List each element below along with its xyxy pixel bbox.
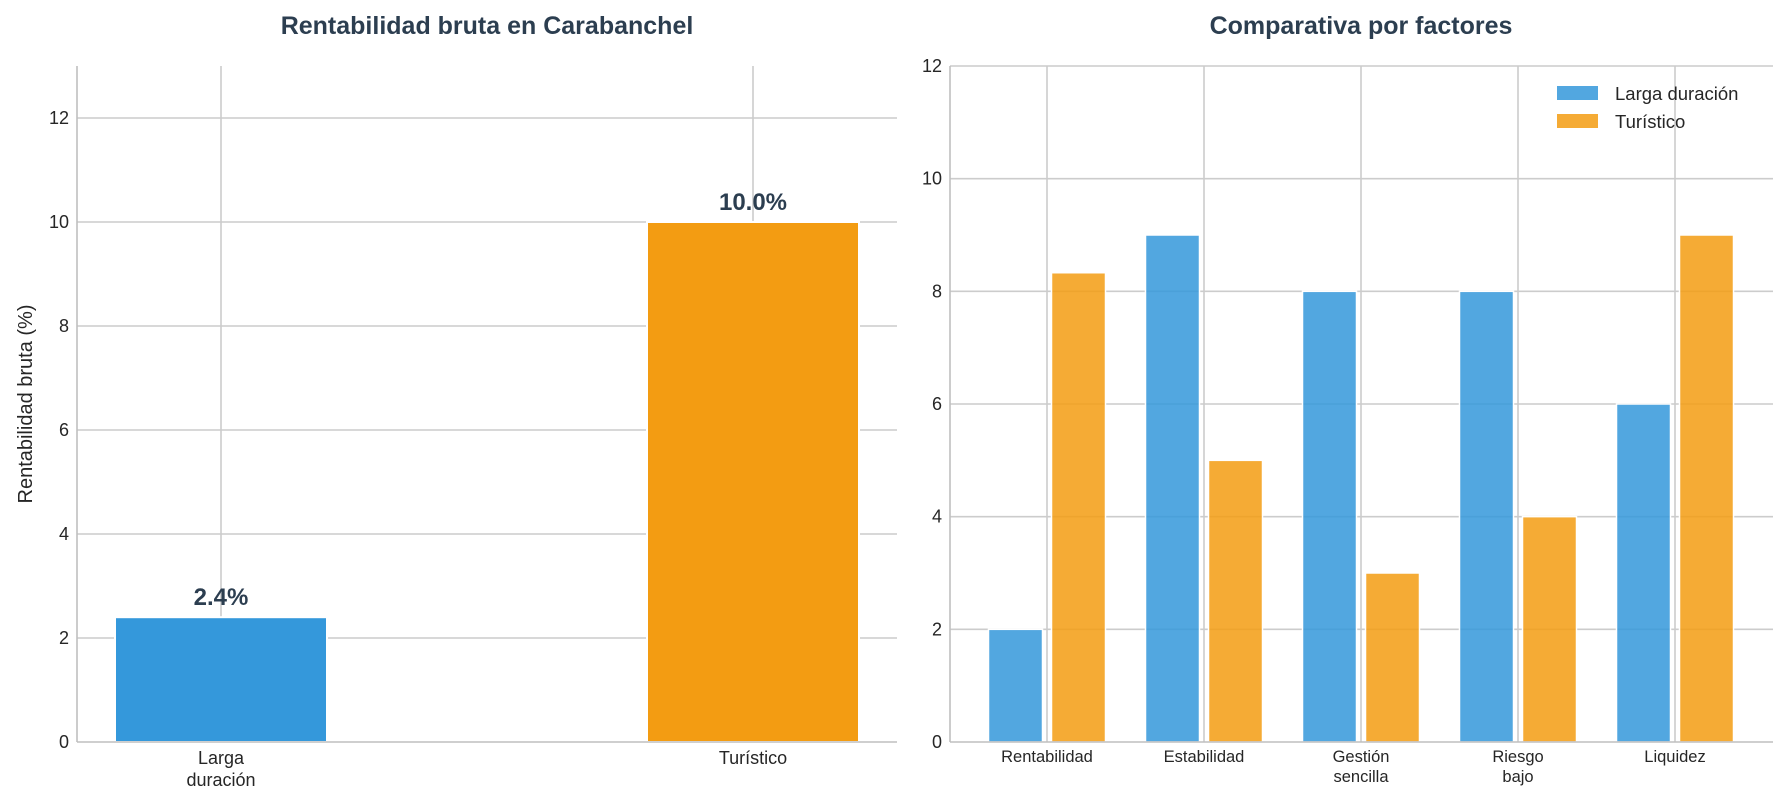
x-tick-label: bajo	[1502, 768, 1533, 786]
bar-value-label: 10.0%	[719, 189, 787, 216]
right-chart: 0 2 4 6 8 10 12 Rentabilidad Estabilidad Gestión s…	[922, 12, 1773, 786]
y-tick-label: 2	[59, 628, 69, 648]
bar-larga-duracion	[987, 628, 1044, 743]
x-tick-label: Gestión	[1333, 748, 1390, 766]
y-tick-label: 8	[59, 316, 69, 336]
y-axis-label: Rentabilidad bruta (%)	[15, 305, 37, 504]
y-tick-label: 4	[59, 524, 69, 544]
x-tick-label: Estabilidad	[1164, 748, 1245, 766]
x-tick-label: duración	[186, 770, 255, 790]
chart-title: Rentabilidad bruta en Carabanchel	[281, 12, 694, 40]
y-tick-label: 4	[932, 507, 942, 527]
y-tick-label: 6	[932, 394, 942, 414]
bar-turistico	[1364, 572, 1421, 743]
legend: Larga duración Turístico	[1557, 83, 1738, 132]
y-tick-label: 12	[49, 108, 69, 128]
bar	[646, 221, 860, 743]
x-tick-label: Liquidez	[1644, 748, 1705, 766]
y-tick-label: 0	[932, 732, 942, 752]
legend-label: Turístico	[1615, 111, 1685, 132]
y-tick-label: 10	[922, 169, 942, 189]
bar-larga-duracion	[1301, 290, 1358, 743]
bar-larga-duracion	[1144, 234, 1201, 743]
bar-turistico	[1521, 515, 1578, 743]
y-tick-label: 12	[922, 56, 942, 76]
y-tick-label: 10	[49, 212, 69, 232]
y-tick-label: 6	[59, 420, 69, 440]
bar	[114, 616, 328, 744]
legend-swatch	[1557, 114, 1598, 128]
x-tick-label: Rentabilidad	[1001, 748, 1093, 766]
x-tick-label: Riesgo	[1492, 748, 1543, 766]
bar-turistico	[1678, 234, 1735, 743]
bar-value-label: 2.4%	[194, 584, 249, 611]
y-tick-label: 8	[932, 281, 942, 301]
x-tick-label: sencilla	[1333, 768, 1389, 786]
bar-turistico	[1050, 271, 1107, 743]
bar-larga-duracion	[1615, 403, 1672, 743]
legend-swatch	[1557, 86, 1598, 100]
bar-larga-duracion	[1458, 290, 1515, 743]
legend-label: Larga duración	[1615, 83, 1738, 104]
bar-turistico	[1207, 459, 1264, 743]
x-tick-label: Turístico	[719, 748, 787, 768]
y-tick-label: 2	[932, 619, 942, 639]
y-tick-label: 0	[59, 732, 69, 752]
chart-title: Comparativa por factores	[1210, 12, 1513, 40]
x-tick-label: Larga	[198, 748, 245, 768]
